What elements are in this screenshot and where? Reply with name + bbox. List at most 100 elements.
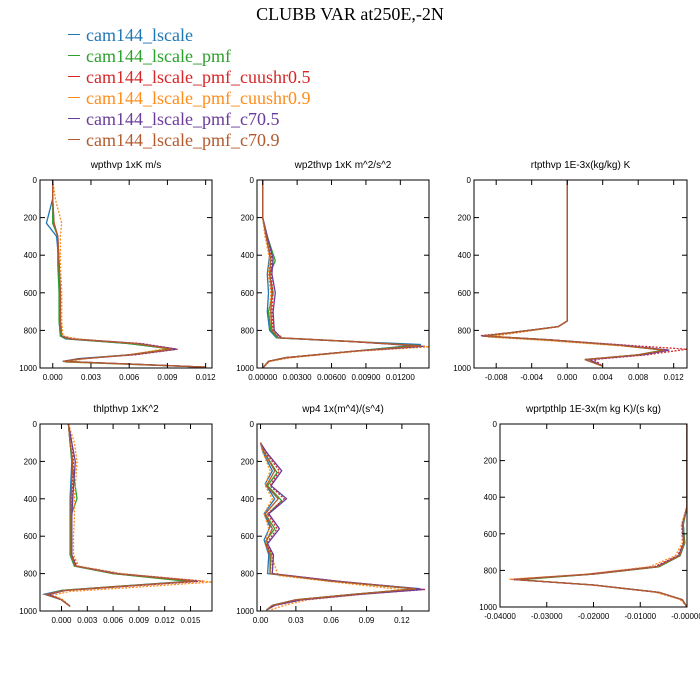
series-group [41, 424, 212, 607]
panel-frame [473, 179, 688, 369]
x-tick-label: 0.006 [119, 373, 140, 382]
panel-frame [39, 423, 213, 612]
chart-panel: wpthvp 1xK m/s 0 200 400 600 800 1000 0.000 0.00… [19, 160, 216, 382]
legend-swatch [68, 139, 80, 141]
y-tick-label: 600 [241, 532, 255, 541]
y-tick-label: 0 [250, 420, 255, 429]
x-tick-label: -0.004 [520, 373, 543, 382]
series-line [259, 442, 424, 611]
series-line [513, 424, 687, 607]
y-tick-label: 0 [33, 176, 38, 185]
y-tick-label: 0 [33, 420, 38, 429]
y-tick-label: 1000 [453, 364, 471, 373]
legend-swatch [68, 97, 80, 99]
legend: cam144_lscale cam144_lscale_pmf cam144_l… [68, 25, 310, 151]
chart-panel: rtpthvp 1E-3x(kg/kg) K 0 200 400 600 800 1000 -… [453, 160, 688, 382]
x-tick-label: 0.12 [394, 616, 410, 625]
panel-frame [39, 179, 213, 369]
y-tick-label: 1000 [19, 364, 37, 373]
series-line [262, 180, 424, 368]
y-tick-label: 400 [484, 493, 498, 502]
series-line [483, 180, 665, 367]
y-tick-label: 600 [484, 530, 498, 539]
legend-entry: cam144_lscale_pmf_c70.5 [68, 109, 310, 130]
legend-label: cam144_lscale_pmf_c70.9 [86, 130, 280, 150]
panel-title: wprtpthlp 1E-3x(m kg K)/(s kg) [525, 404, 661, 415]
legend-swatch [68, 34, 80, 36]
legend-entry: cam144_lscale_pmf [68, 46, 310, 67]
x-tick-label: 0.000 [557, 373, 578, 382]
series-line [509, 424, 687, 607]
x-tick-label: 0.008 [628, 373, 649, 382]
x-tick-label: 0.00300 [283, 373, 312, 382]
y-tick-label: 600 [241, 289, 255, 298]
y-tick-label: 0 [250, 176, 255, 185]
legend-swatch [68, 118, 80, 120]
y-tick-label: 200 [24, 457, 38, 466]
x-tick-label: 0.00000 [248, 373, 277, 382]
series-line [513, 424, 687, 607]
panel-title: thlpthvp 1xK^2 [93, 404, 159, 415]
series-line [43, 424, 195, 607]
legend-swatch [68, 76, 80, 78]
y-tick-label: 1000 [236, 364, 254, 373]
y-tick-label: 1000 [19, 607, 37, 616]
panel-title: wp2thvp 1xK m^2/s^2 [294, 160, 392, 171]
y-tick-label: 200 [484, 457, 498, 466]
series-group [509, 424, 687, 607]
x-tick-label: 0.006 [103, 616, 124, 625]
series-line [511, 424, 687, 607]
y-tick-label: 400 [24, 251, 38, 260]
y-tick-label: 200 [241, 214, 255, 223]
series-line [262, 180, 422, 368]
x-tick-label: 0.012 [196, 373, 217, 382]
x-tick-label: 0.003 [81, 373, 102, 382]
x-tick-label: -0.03000 [531, 612, 563, 621]
series-group [262, 180, 429, 368]
x-tick-label: 0.009 [157, 373, 178, 382]
series-line [518, 424, 687, 607]
series-line [259, 442, 426, 611]
x-tick-label: 0.003 [77, 616, 98, 625]
x-tick-label: -0.02000 [578, 612, 610, 621]
y-tick-label: 400 [241, 251, 255, 260]
panel-title: rtpthvp 1E-3x(kg/kg) K [531, 160, 631, 171]
panel-title: wpthvp 1xK m/s [90, 160, 162, 171]
y-tick-label: 200 [24, 214, 38, 223]
y-tick-label: 600 [458, 289, 472, 298]
chart-panel: thlpthvp 1xK^2 0 200 400 600 800 1000 0.000 0.00… [19, 404, 213, 625]
legend-label: cam144_lscale_pmf_cuushr0.9 [86, 88, 311, 108]
x-tick-label: 0.004 [593, 373, 614, 382]
x-tick-label: 0.00600 [317, 373, 346, 382]
legend-entry: cam144_lscale [68, 25, 310, 46]
y-tick-label: 400 [241, 495, 255, 504]
chart-panel: wp2thvp 1xK m^2/s^2020040060080010000.00… [236, 160, 430, 382]
panel-frame [256, 179, 430, 369]
x-tick-label: 0.012 [664, 373, 685, 382]
x-tick-label: 0.00900 [351, 373, 380, 382]
series-line [262, 180, 418, 368]
series-line [259, 442, 420, 611]
x-tick-label: 0.03 [288, 616, 304, 625]
series-line [262, 180, 422, 368]
y-tick-label: 200 [458, 214, 472, 223]
series-line [52, 180, 206, 368]
y-tick-label: 800 [241, 570, 255, 579]
legend-label: cam144_lscale [86, 25, 193, 45]
y-tick-label: 0 [493, 420, 498, 429]
y-tick-label: 1000 [236, 607, 254, 616]
x-tick-label: 0.012 [155, 616, 176, 625]
series-line [50, 424, 212, 607]
legend-entry: cam144_lscale_pmf_c70.9 [68, 130, 310, 151]
x-tick-label: -0.01000 [624, 612, 656, 621]
y-tick-label: 200 [241, 457, 255, 466]
series-line [514, 424, 687, 607]
legend-entry: cam144_lscale_pmf_cuushr0.9 [68, 88, 310, 109]
x-tick-label: 0.015 [180, 616, 201, 625]
y-tick-label: 800 [484, 566, 498, 575]
y-tick-label: 800 [24, 570, 38, 579]
x-tick-label: 0.01200 [386, 373, 415, 382]
legend-entry: cam144_lscale_pmf_cuushr0.5 [68, 67, 310, 88]
